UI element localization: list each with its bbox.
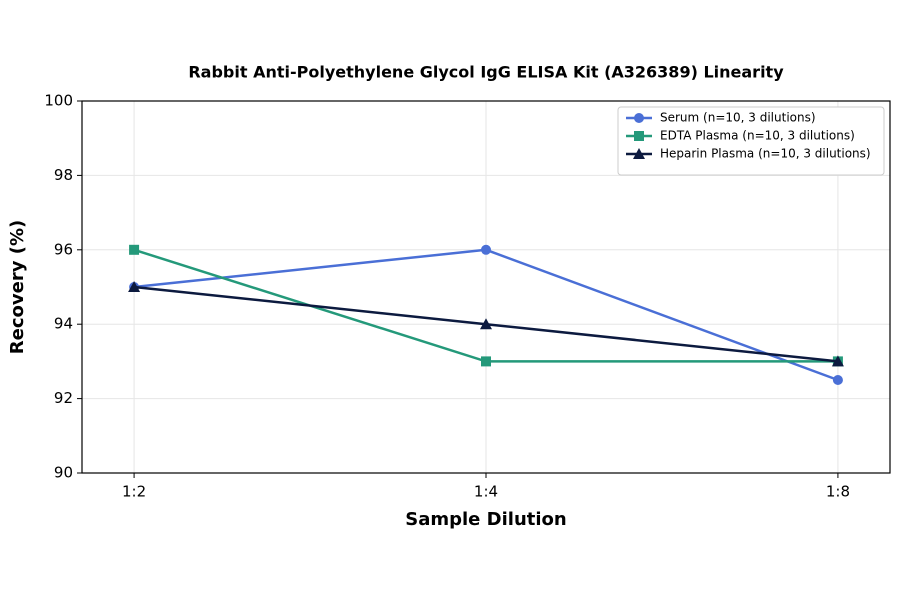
legend-marker [634,131,644,141]
data-point [128,281,141,292]
y-tick-label: 100 [44,92,73,110]
data-point [480,318,492,330]
legend: Serum (n=10, 3 dilutions) EDTA Plasma (n=… [617,106,885,176]
y-tick-label: 98 [54,166,73,184]
x-tick-label: 1:8 [826,483,850,501]
legend-label: Heparin Plasma (n=10, 3 dilutions) [660,147,871,161]
data-point [481,356,491,367]
data-point [481,244,491,255]
y-axis-label: Recovery (%) [7,220,28,354]
legend-marker [634,113,644,123]
data-point [129,244,140,255]
y-tick-label: 90 [54,464,73,482]
legend-label: Serum (n=10, 3 dilutions) [660,111,816,125]
y-tick-label: 94 [54,315,73,333]
data-point [831,355,844,367]
y-tick-label: 96 [54,240,73,258]
legend-label: EDTA Plasma (n=10, 3 dilutions) [660,129,855,143]
x-axis-label: Sample Dilution [405,509,566,530]
x-tick-label: 1:4 [474,483,498,501]
chart-title: Rabbit Anti-Polyethylene Glycol IgG ELIS… [188,63,784,82]
y-tick-label: 92 [54,389,73,407]
legend-marker [633,148,645,159]
plot-frame [81,100,891,474]
data-point [832,375,843,385]
x-tick-label: 1:2 [122,483,146,501]
legend-box [617,106,885,176]
